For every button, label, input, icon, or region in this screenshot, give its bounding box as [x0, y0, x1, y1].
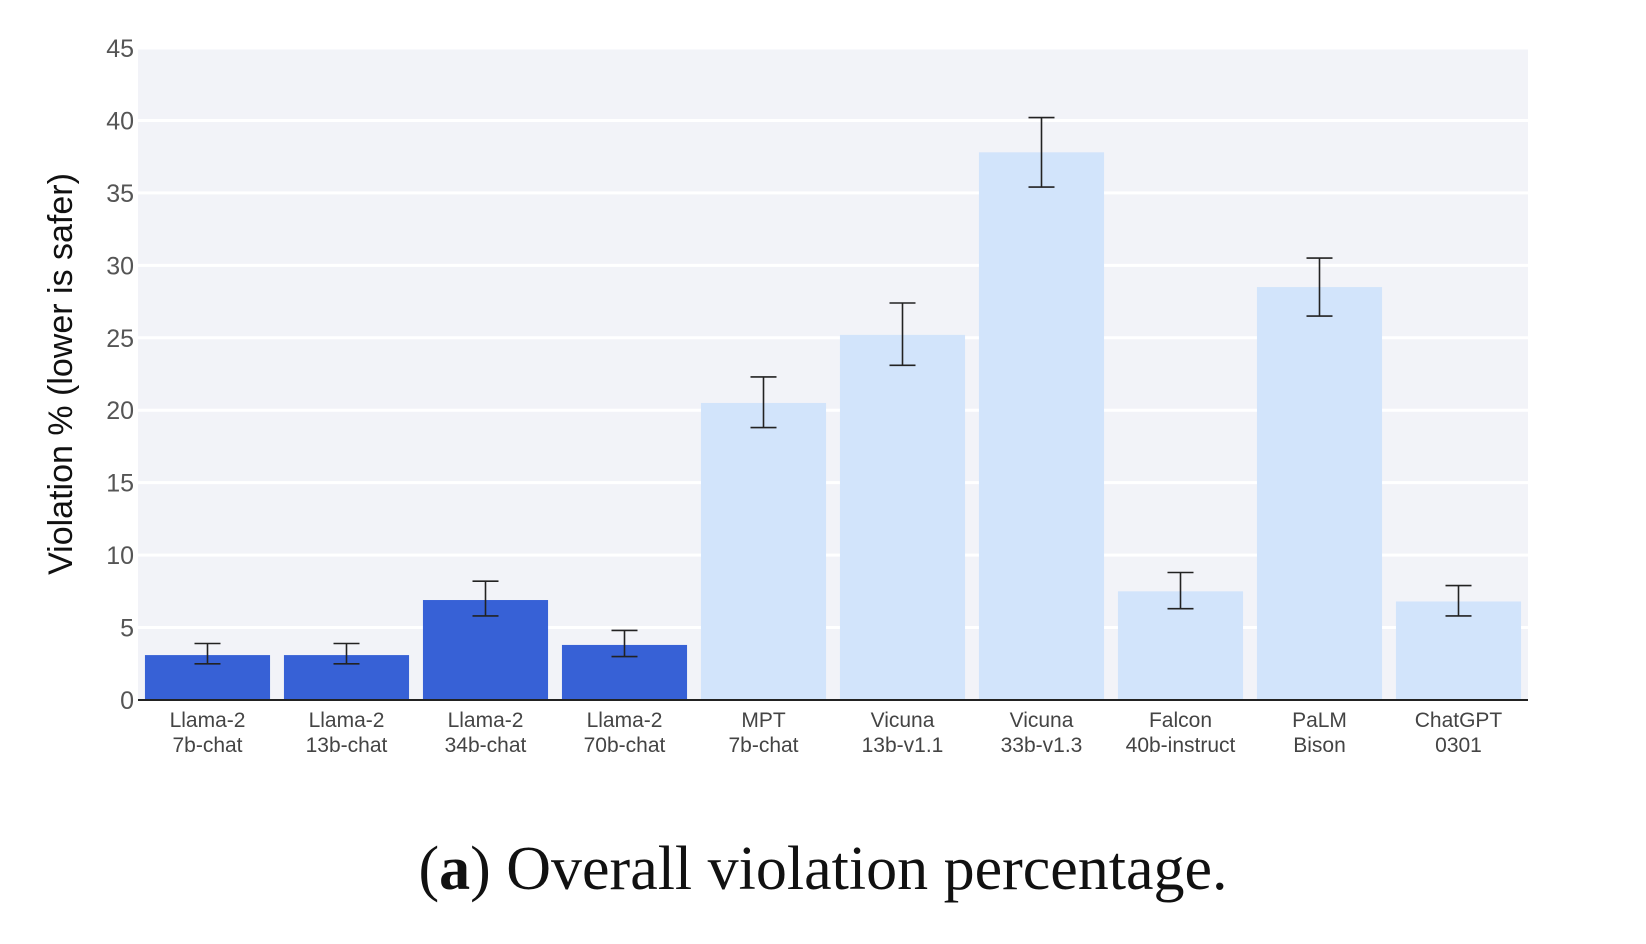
bars	[144, 152, 1522, 700]
x-tick-label: Falcon 40b-instruct	[1126, 709, 1236, 757]
error-bar	[611, 629, 638, 658]
error-bar	[1445, 584, 1472, 617]
caption-tag: a	[439, 835, 471, 903]
y-tick-label: 25	[106, 325, 134, 353]
y-tick-label: 5	[120, 615, 134, 643]
error-bars	[194, 116, 1472, 665]
x-tick-label: Llama-2 70b-chat	[584, 709, 666, 757]
figure-caption: (a) Overall violation percentage.	[418, 835, 1228, 903]
x-axis-labels: Llama-2 7b-chat Llama-2 13b-chat Llama-2 34b-…	[170, 709, 1503, 757]
error-bar	[1306, 257, 1333, 317]
y-tick-label: 0	[120, 687, 134, 715]
y-axis-label: Violation % (lower is safer)	[42, 173, 80, 575]
bar	[839, 334, 966, 700]
error-bar	[472, 580, 499, 617]
bar	[700, 402, 827, 700]
y-tick-label: 30	[106, 252, 134, 280]
error-bar	[750, 376, 777, 429]
error-bar	[194, 642, 221, 665]
error-bar	[333, 642, 360, 665]
error-bar	[1167, 571, 1194, 610]
x-tick-label: PaLM Bison	[1292, 709, 1347, 757]
gridlines	[138, 46, 1528, 630]
bar	[978, 152, 1105, 700]
y-tick-label: 10	[106, 542, 134, 570]
x-tick-label: Vicuna 13b-v1.1	[862, 709, 944, 757]
x-tick-label: Llama-2 34b-chat	[445, 709, 527, 757]
caption-text: Overall violation percentage.	[506, 835, 1228, 903]
y-axis-ticks: 0 5 10 15 20 25 30 35 40 45	[106, 35, 134, 715]
y-tick-label: 35	[106, 180, 134, 208]
x-tick-label: ChatGPT 0301	[1415, 709, 1503, 757]
bar	[1395, 601, 1522, 700]
bar	[1256, 287, 1383, 700]
error-bar	[889, 302, 916, 367]
x-tick-label: Llama-2 7b-chat	[170, 709, 246, 757]
y-tick-label: 15	[106, 470, 134, 498]
y-tick-label: 20	[106, 397, 134, 425]
y-tick-label: 40	[106, 107, 134, 135]
x-tick-label: MPT 7b-chat	[728, 709, 798, 757]
y-tick-label: 45	[106, 35, 134, 63]
x-tick-label: Vicuna 33b-v1.3	[1001, 709, 1083, 757]
error-bar	[1028, 116, 1055, 188]
x-tick-label: Llama-2 13b-chat	[306, 709, 388, 757]
